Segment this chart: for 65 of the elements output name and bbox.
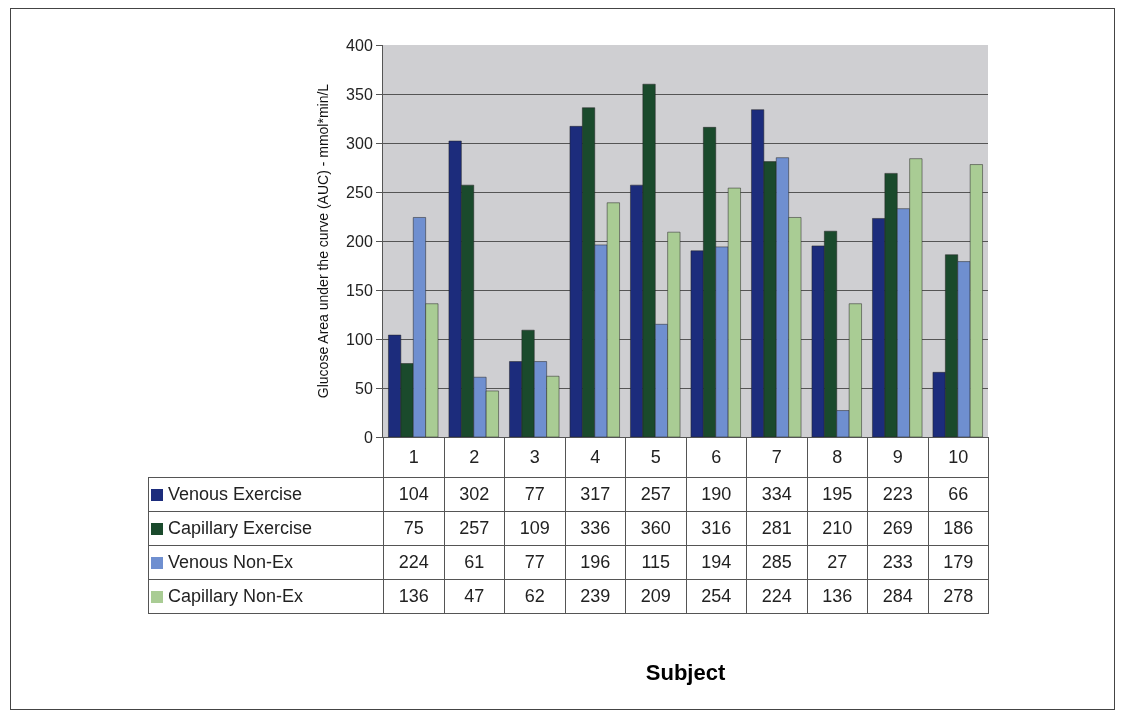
- data-label: 61: [444, 545, 505, 580]
- x-tick-label: 4: [565, 437, 626, 478]
- x-tick-label: 5: [625, 437, 686, 478]
- data-label: 62: [504, 579, 565, 614]
- data-label: 224: [746, 579, 807, 614]
- legend-label: Venous Exercise: [148, 477, 384, 512]
- y-tick-label: 300: [346, 134, 373, 152]
- y-tick-label: 400: [346, 36, 373, 54]
- x-tick-label: 6: [686, 437, 747, 478]
- data-label: 195: [807, 477, 868, 512]
- data-label: 194: [686, 545, 747, 580]
- y-axis-title: Glucose Area under the curve (AUC) - mmol*min/L: [314, 83, 331, 399]
- legend-label: Capillary Non-Ex: [148, 579, 384, 614]
- data-label: 302: [444, 477, 505, 512]
- data-label: 115: [625, 545, 686, 580]
- data-label: 224: [383, 545, 444, 580]
- data-label: 334: [746, 477, 807, 512]
- legend-label: Venous Non-Ex: [148, 545, 384, 580]
- data-label: 317: [565, 477, 626, 512]
- x-tick-label: 3: [504, 437, 565, 478]
- data-label: 186: [928, 511, 989, 546]
- data-label: 179: [928, 545, 989, 580]
- data-label: 223: [867, 477, 928, 512]
- data-label: 209: [625, 579, 686, 614]
- x-tick-label: 10: [928, 437, 989, 478]
- x-tick-label: 1: [383, 437, 444, 478]
- y-tick-label: 350: [346, 85, 373, 103]
- text: Subject: [644, 660, 727, 686]
- data-label: 136: [383, 579, 444, 614]
- x-tick-label: 8: [807, 437, 868, 478]
- data-label: 27: [807, 545, 868, 580]
- data-label: 285: [746, 545, 807, 580]
- data-label: 284: [867, 579, 928, 614]
- y-tick-label: 50: [355, 379, 373, 397]
- y-tick-label: 250: [346, 183, 373, 201]
- data-label: 77: [504, 477, 565, 512]
- data-label: 109: [504, 511, 565, 546]
- x-tick-label: 7: [746, 437, 807, 478]
- data-label: 239: [565, 579, 626, 614]
- y-tick-label: 150: [346, 281, 373, 299]
- data-label: 210: [807, 511, 868, 546]
- data-label: 316: [686, 511, 747, 546]
- data-label: 281: [746, 511, 807, 546]
- legend-label: Capillary Exercise: [148, 511, 384, 546]
- data-label: 190: [686, 477, 747, 512]
- y-tick-label: 200: [346, 232, 373, 250]
- data-label: 278: [928, 579, 989, 614]
- data-label: 104: [383, 477, 444, 512]
- data-label: 233: [867, 545, 928, 580]
- x-tick-label: 9: [867, 437, 928, 478]
- data-label: 257: [625, 477, 686, 512]
- data-label: 196: [565, 545, 626, 580]
- data-label: 77: [504, 545, 565, 580]
- data-label: 75: [383, 511, 444, 546]
- data-label: 269: [867, 511, 928, 546]
- data-label: 360: [625, 511, 686, 546]
- data-label: 336: [565, 511, 626, 546]
- y-tick-label: 0: [363, 428, 373, 446]
- data-label: 47: [444, 579, 505, 614]
- y-tick-label: 100: [346, 330, 373, 348]
- data-label: 66: [928, 477, 989, 512]
- data-label: 136: [807, 579, 868, 614]
- data-label: 254: [686, 579, 747, 614]
- x-tick-label: 2: [444, 437, 505, 478]
- data-label: 257: [444, 511, 505, 546]
